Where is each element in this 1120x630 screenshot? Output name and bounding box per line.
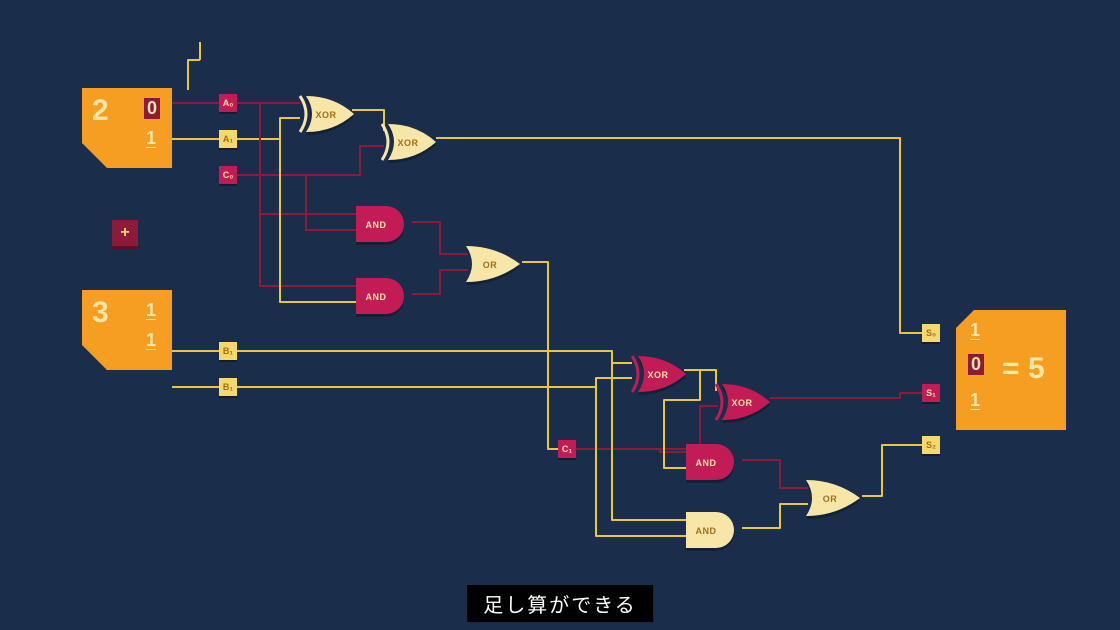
input-block-b: 3 1 1 — [82, 290, 172, 370]
wire — [352, 110, 384, 131]
output-bit1: 0 — [968, 354, 984, 375]
output-bit0: 1 — [970, 320, 980, 341]
gate-xor: XOR — [632, 356, 686, 395]
output-equals: = — [1002, 352, 1020, 386]
gate-and: AND — [686, 512, 734, 551]
wire — [412, 222, 468, 254]
gate-or: OR — [466, 246, 520, 285]
plus-symbol: + — [112, 220, 138, 246]
output-decimal: 5 — [1028, 352, 1045, 386]
pin-s1: S₁ — [922, 384, 940, 402]
input-a-bit0: 0 — [144, 98, 160, 119]
wire — [237, 118, 300, 139]
pin-a0: A₀ — [219, 94, 237, 112]
wire — [237, 378, 632, 387]
pin-c1: C₁ — [558, 440, 576, 458]
wire — [436, 138, 922, 333]
pin-s2: S₂ — [922, 436, 940, 454]
gate-and: AND — [686, 444, 734, 483]
input-b-bit0: 1 — [146, 300, 156, 321]
pin-c0: C₀ — [219, 166, 237, 184]
pin-a1: A₁ — [219, 130, 237, 148]
gate-and: AND — [356, 278, 404, 317]
input-block-a: 2 0 1 — [82, 88, 172, 168]
input-b-decimal: 3 — [92, 296, 109, 330]
pin-b1: B₁ — [219, 378, 237, 396]
output-block: 1 0 1 = 5 — [956, 310, 1066, 430]
wire — [770, 393, 922, 398]
wire — [260, 214, 356, 286]
input-a-bit1: 1 — [146, 128, 156, 149]
input-a-decimal: 2 — [92, 94, 109, 128]
wire — [188, 60, 200, 90]
output-bit2: 1 — [970, 390, 980, 411]
pin-s0: S₀ — [922, 324, 940, 342]
wire — [280, 139, 356, 302]
caption-subtitle: 足し算ができる — [467, 585, 653, 622]
wire — [522, 262, 558, 449]
wire — [596, 387, 686, 536]
gate-xor: XOR — [382, 124, 436, 163]
wire — [576, 406, 718, 449]
wire — [412, 270, 468, 294]
wire — [237, 351, 632, 363]
wire — [862, 445, 922, 496]
gate-or: OR — [806, 480, 860, 519]
gate-and: AND — [356, 206, 404, 245]
wire — [742, 460, 808, 488]
wire — [237, 175, 356, 230]
input-b-bit1: 1 — [146, 330, 156, 351]
pin-b0: B₁ — [219, 342, 237, 360]
wire — [742, 504, 808, 528]
gate-xor: XOR — [716, 384, 770, 423]
gate-xor: XOR — [300, 96, 354, 135]
